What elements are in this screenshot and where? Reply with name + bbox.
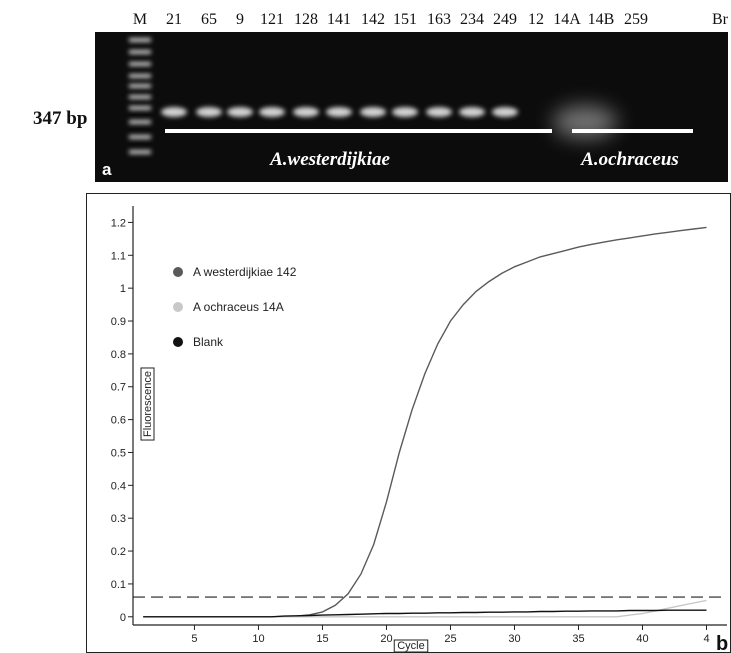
lane-label: 151 (393, 11, 417, 28)
x-tick-label: 40 (636, 633, 648, 645)
dna-band (326, 107, 352, 117)
y-tick-label: 0.9 (111, 316, 126, 328)
lane-label: 14B (588, 11, 615, 28)
group-label: A.westerdijkiae (269, 149, 390, 170)
y-tick-label: 0 (120, 612, 126, 624)
dna-band (392, 107, 418, 117)
y-tick-label: 0.7 (111, 382, 126, 394)
lane-label: 12 (528, 11, 544, 28)
panel-label: a (102, 160, 112, 179)
legend-swatch (173, 267, 183, 277)
x-axis-label: Cycle (397, 640, 425, 652)
lane-label: 141 (327, 11, 351, 28)
x-tick-label: 35 (572, 633, 584, 645)
y-axis-label: Fluorescence (142, 371, 154, 437)
legend-swatch (173, 302, 183, 312)
x-tick-label: 4 (703, 633, 709, 645)
lane-label: 142 (361, 11, 385, 28)
legend-label: Blank (193, 335, 224, 349)
lane-label: 65 (201, 11, 217, 28)
y-tick-label: 0.5 (111, 447, 126, 459)
ladder-band (129, 135, 151, 139)
dna-band (360, 107, 386, 117)
y-tick-label: 0.6 (111, 415, 126, 427)
ladder-band (129, 150, 151, 154)
dna-band (196, 107, 222, 117)
x-tick-label: 15 (316, 633, 328, 645)
lane-label: 9 (236, 11, 244, 28)
chart-panel: b 0 0.1 0.2 0.3 0.4 0.5 0.6 0.7 0.8 0.9 1 1.1 1.2 5 10… (86, 193, 731, 653)
ladder-band (129, 50, 151, 54)
x-tick-label: 25 (444, 633, 456, 645)
x-tick-label: 30 (508, 633, 520, 645)
size-label: 347 bp (33, 108, 87, 129)
lane-label: 121 (260, 11, 284, 28)
lane-label: 128 (294, 11, 318, 28)
group-bar (165, 129, 552, 133)
gel-panel: 347 bp A.westerdijkiae A.ochraceus a M 21… (33, 11, 729, 182)
lane-label: Br (712, 11, 729, 28)
lane-label: M (133, 11, 147, 28)
y-tick-label: 1.1 (111, 250, 126, 262)
gel-image (95, 32, 728, 182)
group-label: A.ochraceus (580, 149, 679, 170)
label-box (140, 367, 155, 441)
ladder-band (129, 106, 151, 110)
dna-band (161, 107, 187, 117)
diffuse-glow (553, 106, 617, 138)
ladder-band (129, 95, 151, 99)
dna-band (227, 107, 253, 117)
legend-swatch (173, 337, 183, 347)
dna-band (426, 107, 452, 117)
x-tick-label: 10 (252, 633, 264, 645)
legend-label: A westerdijkiae 142 (193, 265, 297, 279)
ladder-band (129, 84, 151, 88)
series-line (143, 609, 707, 618)
dna-band (259, 107, 285, 117)
panel-label: b (716, 633, 728, 653)
label-box (393, 639, 429, 653)
y-tick-label: 1 (120, 283, 126, 295)
dna-band (293, 107, 319, 117)
group-bar (572, 129, 693, 133)
lane-label: 14A (553, 11, 581, 28)
ladder-band (129, 74, 151, 78)
lane-label: 234 (460, 11, 484, 28)
y-tick-label: 0.4 (111, 480, 126, 492)
dna-band (459, 107, 485, 117)
x-tick-label: 20 (380, 633, 392, 645)
legend-label: A ochraceus 14A (193, 300, 284, 314)
lane-label: 163 (427, 11, 451, 28)
ladder-band (129, 38, 151, 42)
y-tick-label: 0.2 (111, 546, 126, 558)
y-tick-label: 0.8 (111, 349, 126, 361)
x-tick-label: 5 (191, 633, 197, 645)
y-tick-label: 0.3 (111, 513, 126, 525)
dna-band (492, 107, 518, 117)
y-tick-label: 1.2 (111, 217, 126, 229)
lane-label: 21 (166, 11, 182, 28)
lane-label: 259 (624, 11, 648, 28)
ladder-band (129, 62, 151, 66)
lane-label: 249 (493, 11, 517, 28)
ladder-band (129, 120, 151, 124)
y-tick-label: 0.1 (111, 579, 126, 591)
